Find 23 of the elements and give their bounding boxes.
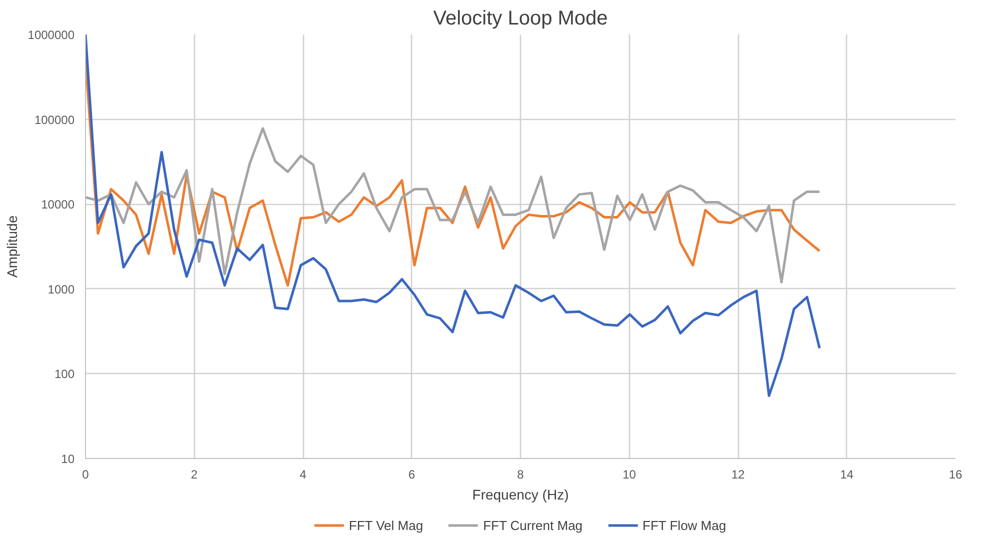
x-tick-label: 16 bbox=[948, 468, 962, 482]
y-tick-label: 1000000 bbox=[28, 28, 75, 42]
x-tick-label: 2 bbox=[190, 468, 198, 482]
line-series bbox=[86, 34, 821, 397]
y-tick-label: 10 bbox=[61, 452, 75, 466]
x-tick-label: 14 bbox=[840, 468, 854, 482]
x-axis-title: Frequency (Hz) bbox=[472, 486, 569, 502]
legend-label: FFT Current Mag bbox=[483, 518, 583, 532]
x-tick-label: 10 bbox=[622, 468, 636, 482]
line-series bbox=[86, 127, 821, 284]
y-tick-label: 100 bbox=[54, 367, 75, 382]
x-tick-label: 12 bbox=[731, 468, 745, 482]
x-tick-label: 0 bbox=[82, 468, 90, 482]
y-tick-label: 100000 bbox=[34, 112, 75, 127]
y-tick-label: 1000 bbox=[48, 282, 75, 296]
x-tick-label: 4 bbox=[300, 468, 307, 482]
x-tick-label: 8 bbox=[517, 468, 524, 482]
legend-label: FFT Flow Mag bbox=[642, 518, 726, 532]
chart-title: Velocity Loop Mode bbox=[433, 8, 608, 30]
y-axis-title: Amplitude bbox=[4, 215, 20, 278]
x-tick-label: 6 bbox=[408, 468, 416, 482]
y-tick-label: 10000 bbox=[41, 198, 75, 212]
legend-label: FFT Vel Mag bbox=[348, 518, 424, 532]
